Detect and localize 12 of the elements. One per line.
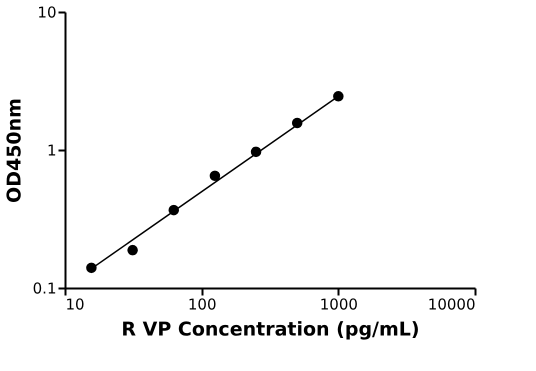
x-tick-label: 10 — [66, 296, 85, 314]
y-tick-label: 0.1 — [32, 280, 56, 298]
x-tick-label: 1000 — [320, 296, 358, 314]
y-axis-title: OD450nm — [4, 98, 26, 203]
y-tick-label: 10 — [37, 4, 56, 22]
y-tick-label: 1 — [46, 142, 56, 160]
x-tick-label: 100 — [188, 296, 216, 314]
x-axis-title: R VP Concentration (pg/mL) — [121, 318, 420, 340]
point — [333, 91, 344, 102]
point — [210, 170, 220, 182]
point — [127, 244, 138, 256]
x-tick-label: 10000 — [428, 296, 476, 314]
